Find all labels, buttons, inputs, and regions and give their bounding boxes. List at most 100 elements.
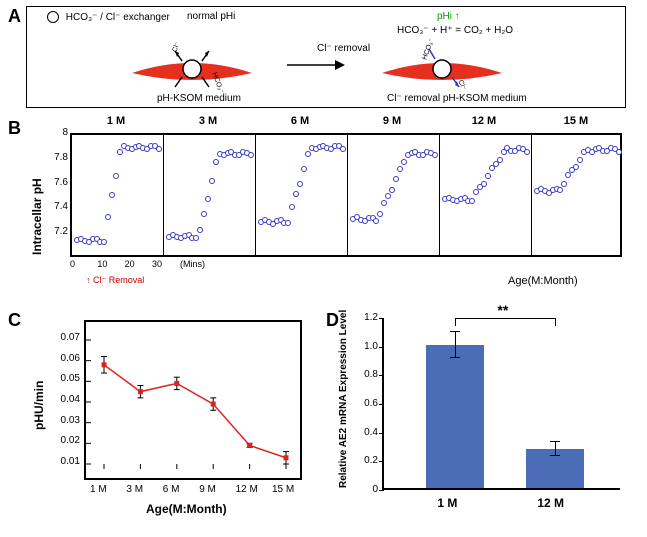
exchanger-icon bbox=[47, 11, 59, 23]
panel-b-marker bbox=[113, 173, 119, 179]
panel-b-ytick: 7.4 bbox=[54, 201, 68, 212]
panel-b-marker bbox=[293, 191, 299, 197]
panel-d-ytick: 0 bbox=[358, 484, 378, 495]
panel-c-ytick: 0.01 bbox=[52, 456, 80, 467]
panel-b-marker bbox=[213, 159, 219, 165]
panel-b-marker bbox=[469, 198, 475, 204]
panel-c-ytick: 0.03 bbox=[52, 415, 80, 426]
panel-c-xtick: 6 M bbox=[163, 484, 180, 495]
panel-b-xtick: 20 bbox=[125, 259, 135, 269]
panel-b-ytick: 7.8 bbox=[54, 152, 68, 163]
reaction: HCO₃⁻ + H⁺ = CO₂ + H₂O bbox=[397, 25, 513, 36]
panel-b-marker bbox=[561, 181, 567, 187]
panel-b-marker bbox=[156, 146, 162, 152]
cl-removal-text: Cl⁻ removal bbox=[317, 43, 370, 54]
panel-b-marker bbox=[248, 152, 254, 158]
panel-b-subplot bbox=[532, 135, 624, 255]
panel-b-marker bbox=[289, 204, 295, 210]
panel-d-ytick: 1.0 bbox=[358, 341, 378, 352]
panel-b-marker bbox=[193, 235, 199, 241]
panel-b-marker bbox=[105, 214, 111, 220]
panel-c-label: C bbox=[8, 310, 21, 331]
panel-c-xtick: 3 M bbox=[126, 484, 143, 495]
panel-b-subplot bbox=[440, 135, 532, 255]
age-label: Age(M:Month) bbox=[508, 275, 578, 287]
panel-d-bar bbox=[426, 345, 484, 488]
panel-a-label: A bbox=[8, 6, 21, 27]
panel-b-marker bbox=[401, 159, 407, 165]
panel-c-ytick: 0.04 bbox=[52, 394, 80, 405]
panel-d-ytick: 0.4 bbox=[358, 427, 378, 438]
panel-d-ylabel: Relative AE2 mRNA Expression Level bbox=[338, 310, 349, 488]
panel-c-ylabel: pHU/min bbox=[32, 381, 46, 430]
panel-b-marker bbox=[389, 187, 395, 193]
panel-c-xtick: 1 M bbox=[90, 484, 107, 495]
panel-b-ytick: 7.2 bbox=[54, 226, 68, 237]
cl-removal-marker: ↑ Cl⁻ Removal bbox=[86, 275, 144, 286]
panel-a: HCO₃⁻ / Cl⁻ exchanger normal pHi pH-KSOM… bbox=[26, 6, 626, 108]
panel-b-subtitle: 3 M bbox=[162, 115, 254, 127]
panel-b-subtitle: 1 M bbox=[70, 115, 162, 127]
panel-d-sig: ** bbox=[497, 302, 508, 318]
panel-b-marker bbox=[381, 200, 387, 206]
panel-d: Relative AE2 mRNA Expression Level ** 0 0… bbox=[340, 310, 630, 525]
panel-b-marker bbox=[197, 227, 203, 233]
panel-b-marker bbox=[305, 151, 311, 157]
panel-d-ytick: 0.2 bbox=[358, 455, 378, 466]
panel-b-xunit: (Mins) bbox=[180, 259, 205, 269]
panel-b-marker bbox=[340, 146, 346, 152]
panel-b-marker bbox=[377, 211, 383, 217]
panel-b-xtick: 10 bbox=[97, 259, 107, 269]
panel-b-subplot bbox=[348, 135, 440, 255]
panel-c-xtick: 9 M bbox=[199, 484, 216, 495]
panel-b-marker bbox=[373, 218, 379, 224]
panel-d-plot: ** bbox=[382, 318, 620, 490]
panel-b-plot bbox=[70, 133, 622, 257]
panel-d-ytick: 0.8 bbox=[358, 369, 378, 380]
panel-d-xtick: 1 M bbox=[437, 496, 457, 510]
panel-b-marker bbox=[393, 176, 399, 182]
panel-b-marker bbox=[285, 220, 291, 226]
panel-b-marker bbox=[109, 192, 115, 198]
panel-c-ytick: 0.05 bbox=[52, 373, 80, 384]
panel-b-marker bbox=[397, 166, 403, 172]
panel-b-marker bbox=[301, 166, 307, 172]
cl-removal-medium: Cl⁻ removal pH-KSOM medium bbox=[387, 93, 527, 104]
exchanger-label: HCO₃⁻ / Cl⁻ exchanger bbox=[66, 12, 170, 23]
panel-b-ytick: 7.6 bbox=[54, 177, 68, 188]
panel-c-xtick: 15 M bbox=[272, 484, 294, 495]
panel-b-subplot bbox=[72, 135, 164, 255]
panel-b-ylabel: Intracellar pH bbox=[30, 178, 44, 255]
panel-b-xtick: 0 bbox=[70, 259, 75, 269]
panel-b-subtitle: 9 M bbox=[346, 115, 438, 127]
panel-c-ytick: 0.02 bbox=[52, 435, 80, 446]
panel-b-marker bbox=[573, 164, 579, 170]
panel-b-marker bbox=[432, 152, 438, 158]
panel-b-subtitle: 15 M bbox=[530, 115, 622, 127]
panel-c-xtick: 12 M bbox=[236, 484, 258, 495]
panel-b-marker bbox=[209, 178, 215, 184]
panel-b-subtitle: 12 M bbox=[438, 115, 530, 127]
panel-c: pHU/min Age(M:Month) 0.01 0.02 0.03 0.04 0.0… bbox=[26, 310, 316, 520]
arrow-icon bbox=[287, 57, 347, 73]
panel-b-marker bbox=[497, 157, 503, 163]
panel-b-xtick: 30 bbox=[152, 259, 162, 269]
panel-b-marker bbox=[101, 239, 107, 245]
panel-b-marker bbox=[297, 181, 303, 187]
panel-b-subtitle: 6 M bbox=[254, 115, 346, 127]
ph-ksom-left: pH-KSOM medium bbox=[157, 93, 241, 104]
panel-c-ytick: 0.06 bbox=[52, 353, 80, 364]
panel-c-xlabel: Age(M:Month) bbox=[146, 502, 227, 516]
panel-b-ytick: 8 bbox=[54, 127, 68, 138]
normal-phi: normal pHi bbox=[187, 11, 235, 22]
panel-b-marker bbox=[117, 149, 123, 155]
panel-b-subplot bbox=[256, 135, 348, 255]
phi-up: pHi ↑ bbox=[437, 11, 460, 22]
cartoon-left bbox=[127, 43, 257, 93]
panel-b-marker bbox=[201, 211, 207, 217]
panel-b-marker bbox=[565, 172, 571, 178]
panel-b-label: B bbox=[8, 118, 21, 139]
panel-b-subplot bbox=[164, 135, 256, 255]
panel-b-marker bbox=[385, 193, 391, 199]
panel-d-ytick: 1.2 bbox=[358, 312, 378, 323]
